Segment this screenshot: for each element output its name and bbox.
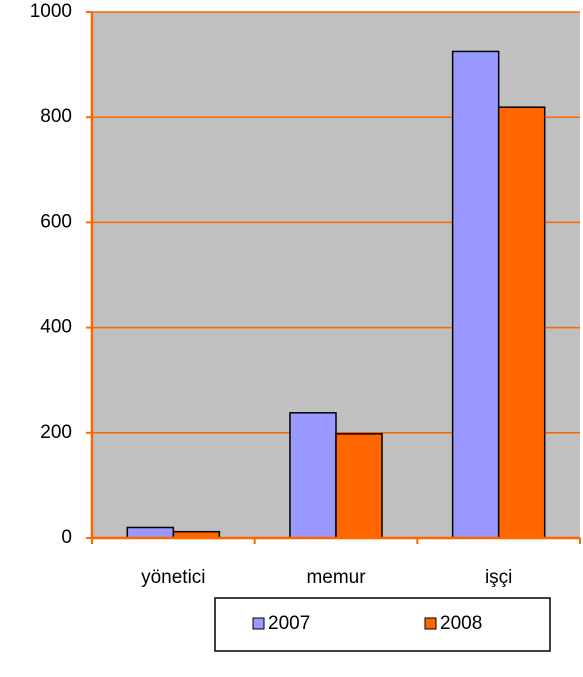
x-tick-label: memur [306, 567, 366, 588]
legend-swatch [252, 617, 265, 630]
bar [126, 526, 175, 539]
x-tick-label: yönetici [141, 567, 205, 588]
legend-label: 2008 [440, 613, 482, 634]
y-tick-label: 800 [40, 106, 72, 127]
legend-label: 2007 [268, 613, 310, 634]
bar [335, 433, 383, 539]
y-tick-label: 0 [61, 527, 72, 548]
y-tick-label: 400 [40, 317, 72, 338]
x-tick-label: işçi [485, 567, 512, 588]
y-tick-label: 200 [40, 422, 72, 443]
bar [289, 412, 337, 539]
legend [214, 597, 551, 652]
y-tick-label: 1000 [30, 1, 72, 22]
legend-swatch [424, 617, 437, 630]
bar [451, 50, 500, 539]
bar [497, 106, 546, 539]
y-tick-label: 600 [40, 211, 72, 232]
